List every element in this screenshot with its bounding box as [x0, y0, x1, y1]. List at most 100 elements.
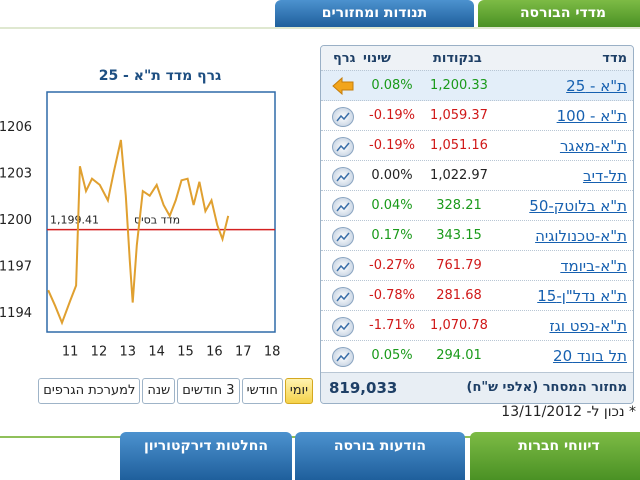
chart-glyph [336, 322, 350, 332]
change: 0.08% [371, 78, 413, 93]
table-row: תל בונד 20 294.01 0.05% [321, 340, 633, 371]
graph-icon[interactable] [332, 137, 354, 157]
change: 0.04% [371, 198, 413, 213]
plot-area [46, 91, 276, 333]
table-row: ת"א-טכנולוגיה 343.15 0.17% [321, 220, 633, 251]
range-button[interactable]: למערכת הגרפים [38, 378, 141, 404]
turnover-label: מחזור המסחר (אלפי ש"ח) [466, 380, 628, 395]
change: -1.71% [369, 318, 415, 333]
x-tick-label: 16 [206, 345, 223, 360]
points: 1,200.33 [430, 78, 488, 93]
chart-glyph [336, 232, 350, 242]
x-tick-label: 17 [235, 345, 252, 360]
chart-glyph [336, 352, 350, 362]
header-cell: בנקודות [433, 51, 482, 66]
index-link[interactable]: ת"א נדל"ן-15 [537, 287, 627, 305]
price-line [47, 139, 230, 326]
change: -0.78% [369, 288, 415, 303]
table-row: ת"א - 100 1,059.37 -0.19% [321, 100, 633, 131]
y-tick-label: 1206 [0, 120, 32, 135]
points: 761.79 [436, 258, 482, 273]
index-link[interactable]: ת"א-טכנולוגיה [535, 227, 627, 245]
x-tick-label: 18 [264, 345, 281, 360]
chart-glyph [336, 202, 350, 212]
table-row: ת"א-נפט וגז 1,070.78 -1.71% [321, 310, 633, 341]
points: 294.01 [436, 348, 482, 363]
x-tick-label: 13 [120, 345, 137, 360]
y-tick-label: 1200 [0, 213, 32, 228]
chart: גרף מדד ת"א - 25 1194 1197 1200 1203 1206 11 1… [0, 68, 281, 360]
change: 0.00% [371, 168, 413, 183]
range-button[interactable]: 3 חודשים [177, 378, 240, 404]
as-of-date: 13/11/2012 [501, 404, 582, 420]
table-row: ת"א-ביומד 761.79 -0.27% [321, 250, 633, 281]
panel-top [0, 27, 640, 29]
table-row: ת"א בלוטק-50 328.21 0.04% [321, 190, 633, 221]
graph-icon[interactable] [332, 76, 354, 96]
chart-glyph [336, 262, 350, 272]
graph-icon[interactable] [332, 287, 354, 307]
arrow [332, 76, 354, 96]
change: -0.19% [369, 108, 415, 123]
graph-icon[interactable] [332, 347, 354, 367]
x-tick-label: 14 [148, 345, 165, 360]
points: 328.21 [436, 198, 482, 213]
points: 1,059.37 [430, 108, 488, 123]
table-row: תל-דיב 1,022.97 0.00% [321, 160, 633, 191]
change: -0.27% [369, 258, 415, 273]
graph-icon[interactable] [332, 167, 354, 187]
index-link[interactable]: ת"א - 100 [556, 107, 627, 125]
tab[interactable]: מדדי הבורסה [478, 0, 640, 27]
index-table: מדד בנקודות שינוי גרף ת"א - 25 1,200.33 0.08% ת… [320, 45, 634, 404]
tab[interactable]: הודעות בורסה [295, 432, 465, 480]
index-link[interactable]: ת"א-נפט וגז [549, 317, 627, 335]
y-tick-label: 1203 [0, 167, 32, 182]
chart-glyph [336, 292, 350, 302]
graph-icon[interactable] [332, 107, 354, 127]
chart-glyph [336, 142, 350, 152]
table-row: ת"א - 25 1,200.33 0.08% [321, 70, 633, 101]
x-tick-label: 12 [91, 345, 108, 360]
x-tick-label: 15 [177, 345, 194, 360]
index-link[interactable]: ת"א בלוטק-50 [529, 197, 627, 215]
y-tick-label: 1194 [0, 306, 32, 321]
chart-title: גרף מדד ת"א - 25 [99, 68, 222, 84]
as-of: * נכון ל- 13/11/2012 [501, 404, 636, 420]
index-link[interactable]: תל-דיב [582, 167, 627, 185]
range-button[interactable]: שנה [142, 378, 176, 404]
change: -0.19% [369, 138, 415, 153]
points: 1,070.78 [430, 318, 488, 333]
tab[interactable]: החלטות דירקטוריון [120, 432, 292, 480]
x-tick-label: 11 [62, 345, 79, 360]
tab[interactable]: דיווחי חברות [470, 432, 640, 480]
points: 1,051.16 [430, 138, 488, 153]
index-link[interactable]: ת"א-מאגר [559, 137, 627, 155]
header-cell: גרף [333, 51, 356, 66]
header-cell: שינוי [363, 51, 391, 66]
change: 0.05% [371, 348, 413, 363]
table-row: ת"א-מאגר 1,051.16 -0.19% [321, 130, 633, 161]
header-cell: מדד [602, 51, 627, 66]
index-link[interactable]: ת"א - 25 [566, 77, 627, 95]
turnover-value: 819,033 [329, 379, 398, 397]
graph-icon[interactable] [332, 197, 354, 217]
index-link[interactable]: תל בונד 20 [553, 347, 627, 365]
as-of-label: * נכון ל- [586, 404, 636, 420]
base-label: 1,199.41 [50, 214, 99, 227]
range-button[interactable]: יומי [284, 378, 313, 404]
points: 343.15 [436, 228, 482, 243]
points: 281.68 [436, 288, 482, 303]
table-row: ת"א נדל"ן-15 281.68 -0.78% [321, 280, 633, 311]
graph-icon[interactable] [332, 227, 354, 247]
tab[interactable]: תנודות ומחזורים [275, 0, 474, 27]
chart-glyph [336, 172, 350, 182]
chart-glyph [336, 112, 350, 122]
range-buttons: יומי חודשי 3 חודשים שנה למערכת הגרפים [36, 378, 313, 404]
table-header: מדד בנקודות שינוי גרף [321, 46, 633, 72]
y-tick-label: 1197 [0, 259, 32, 274]
index-link[interactable]: ת"א-ביומד [560, 257, 627, 275]
range-button[interactable]: חודשי [241, 378, 283, 404]
graph-icon[interactable] [332, 317, 354, 337]
graph-icon[interactable] [332, 257, 354, 277]
